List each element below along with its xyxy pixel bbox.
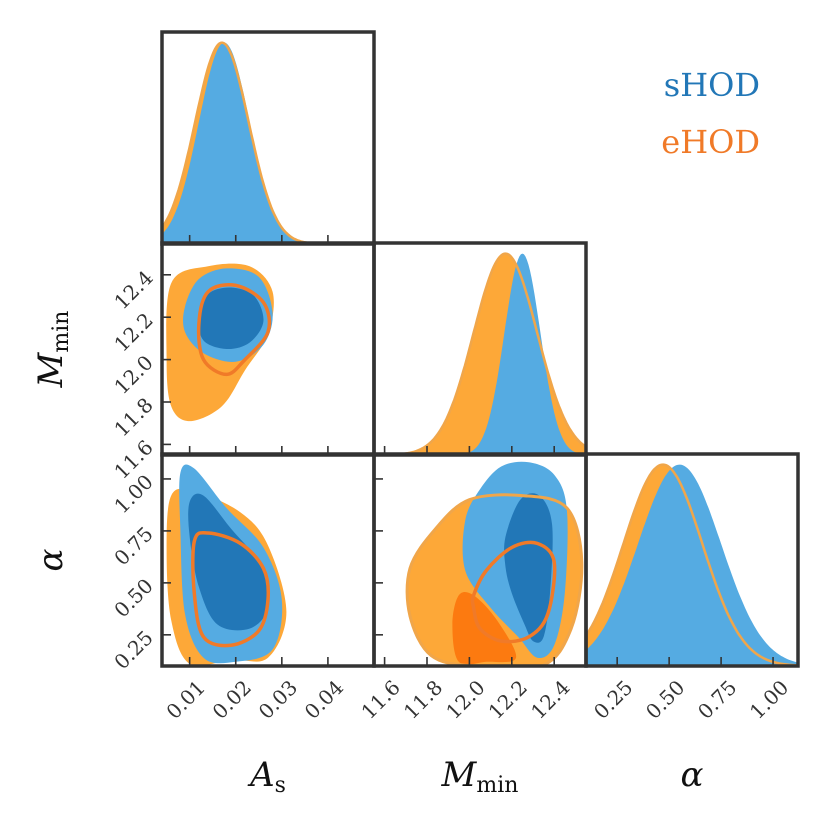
axis-label-main: M [31, 351, 71, 388]
axis-label-sub: s [275, 773, 286, 798]
y-tick-label-Mmin: 12.2 [109, 308, 157, 356]
y-tick-label-alpha: 0.25 [109, 626, 157, 674]
contour-panel-alpha_As [166, 464, 287, 666]
ehod-contour-inner-line [470, 540, 557, 644]
marginal-panel-alpha [586, 463, 798, 666]
ehod-marginal-line-As [162, 41, 374, 244]
marginal-panel-As [162, 41, 374, 244]
shod-contour-inner [188, 493, 270, 631]
marginal-panel-Mmin [374, 252, 586, 455]
y-tick-label-Mmin: 11.8 [109, 393, 157, 441]
axis-label-alpha: α [681, 755, 704, 795]
legend: sHOD eHOD [661, 66, 760, 161]
ehod-contour-outer-line [405, 493, 584, 666]
ehod-contour-inner [452, 591, 517, 665]
axis-label-alpha: α [31, 548, 71, 571]
y-tick-label-alpha: 0.50 [109, 574, 157, 622]
ehod-contour-inner-line [196, 282, 272, 377]
y-tick-label-Mmin: 12.4 [109, 266, 157, 314]
axis-label-main: M [441, 755, 478, 795]
axis-label-main: A [247, 755, 275, 795]
x-tick-label-alpha: 0.50 [641, 675, 689, 723]
axis-label-main: α [31, 548, 71, 571]
axis-label-sub: min [476, 773, 518, 798]
x-tick-label-As: 0.02 [208, 675, 256, 723]
x-tick-label-alpha: 1.00 [745, 675, 793, 723]
x-tick-label-As: 0.04 [300, 675, 348, 723]
axis-label-main: α [681, 755, 704, 795]
shod-marginal-As [162, 42, 374, 244]
legend-entry-eHOD: eHOD [661, 123, 760, 161]
axis-label-Mmin: Mmin [31, 311, 74, 389]
contour-panel-alpha_Mmin [405, 461, 584, 666]
y-tick-label-alpha: 0.75 [109, 522, 157, 570]
shod-marginal-alpha [586, 464, 798, 666]
x-tick-label-Mmin: 11.8 [399, 675, 447, 723]
axis-label-As: As [247, 755, 286, 798]
x-tick-label-Mmin: 12.2 [484, 675, 532, 723]
axis-label-sub: min [49, 311, 74, 353]
x-tick-label-alpha: 0.75 [693, 675, 741, 723]
x-tick-label-As: 0.01 [161, 675, 209, 723]
shod-marginal-Mmin [374, 253, 586, 455]
contour-panel-Mmin_As [166, 263, 274, 422]
x-tick-label-As: 0.03 [254, 675, 302, 723]
ehod-contour-inner-line [191, 530, 271, 648]
x-tick-label-Mmin: 12.0 [441, 675, 489, 723]
x-tick-label-alpha: 0.25 [589, 675, 637, 723]
axis-label-Mmin: Mmin [441, 755, 519, 798]
shod-contour-inner [504, 493, 553, 643]
y-tick-label-Mmin: 12.0 [109, 350, 157, 398]
x-tick-label-Mmin: 11.6 [356, 675, 404, 723]
ehod-marginal-line-alpha [586, 463, 798, 666]
y-tick-label-alpha: 1.00 [109, 470, 157, 518]
x-tick-label-Mmin: 12.4 [526, 675, 574, 723]
shod-contour-inner [198, 287, 264, 350]
legend-entry-sHOD: sHOD [664, 66, 760, 104]
panel-frame [372, 452, 588, 668]
